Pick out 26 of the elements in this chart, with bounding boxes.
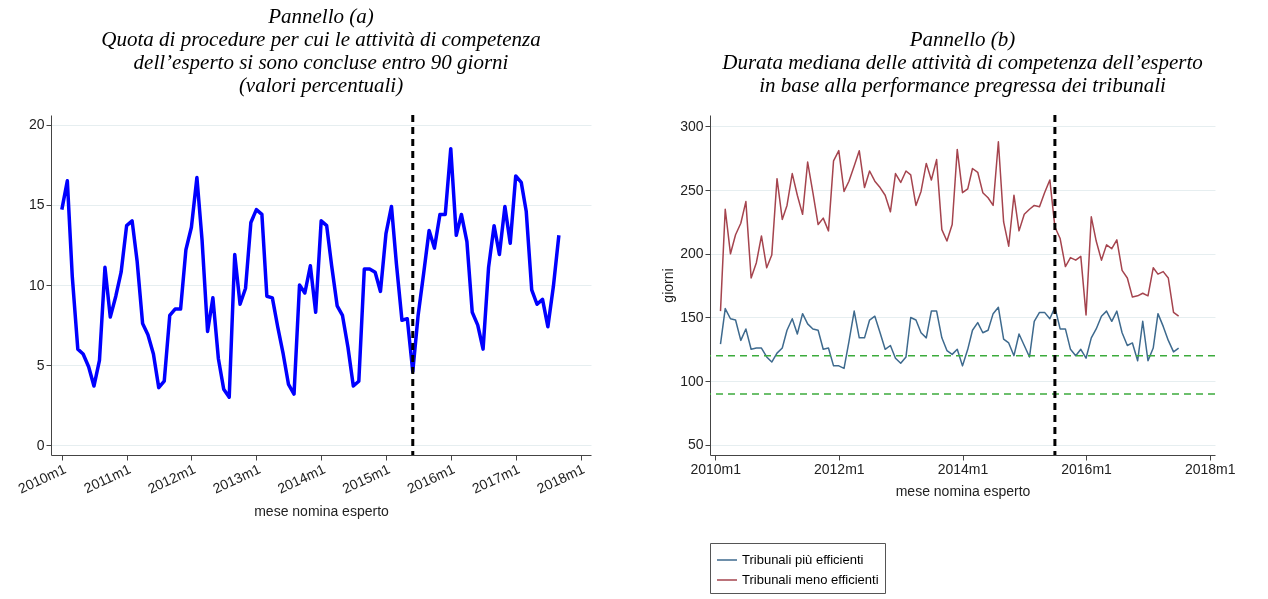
y-tick-label: 0 (36, 436, 45, 453)
y-tick-label: 250 (680, 181, 704, 198)
y-tick-label: 20 (28, 116, 45, 133)
line-series (60, 146, 561, 400)
y-tick-label: 200 (680, 245, 704, 262)
legend-label: Tribunali meno efficienti (742, 572, 879, 587)
y-tick-label: 15 (28, 196, 45, 213)
chart-title: Pannello (a) (267, 3, 374, 28)
x-tick-label: 2014m1 (937, 460, 989, 477)
y-tick-label: 5 (36, 356, 45, 373)
y-tick-label: 300 (680, 117, 704, 134)
y-axis-title: giorni (660, 268, 677, 303)
line-series (719, 140, 1180, 317)
x-tick-label: 2010m1 (690, 460, 742, 477)
chart-title: Pannello (b) (908, 26, 1016, 51)
x-tick-label: 2016m1 (1061, 460, 1113, 477)
x-axis-title: mese nomina esperto (895, 482, 1031, 499)
line-series (719, 306, 1180, 370)
y-tick-label: 10 (28, 276, 45, 293)
legend-label: Tribunali più efficienti (742, 552, 864, 567)
x-tick-label: 2018m1 (1184, 460, 1236, 477)
x-tick-label: 2012m1 (813, 460, 865, 477)
y-tick-label: 50 (687, 436, 704, 453)
x-axis-title: mese nomina esperto (254, 502, 390, 519)
y-tick-label: 100 (680, 372, 704, 389)
y-tick-label: 150 (680, 308, 704, 325)
